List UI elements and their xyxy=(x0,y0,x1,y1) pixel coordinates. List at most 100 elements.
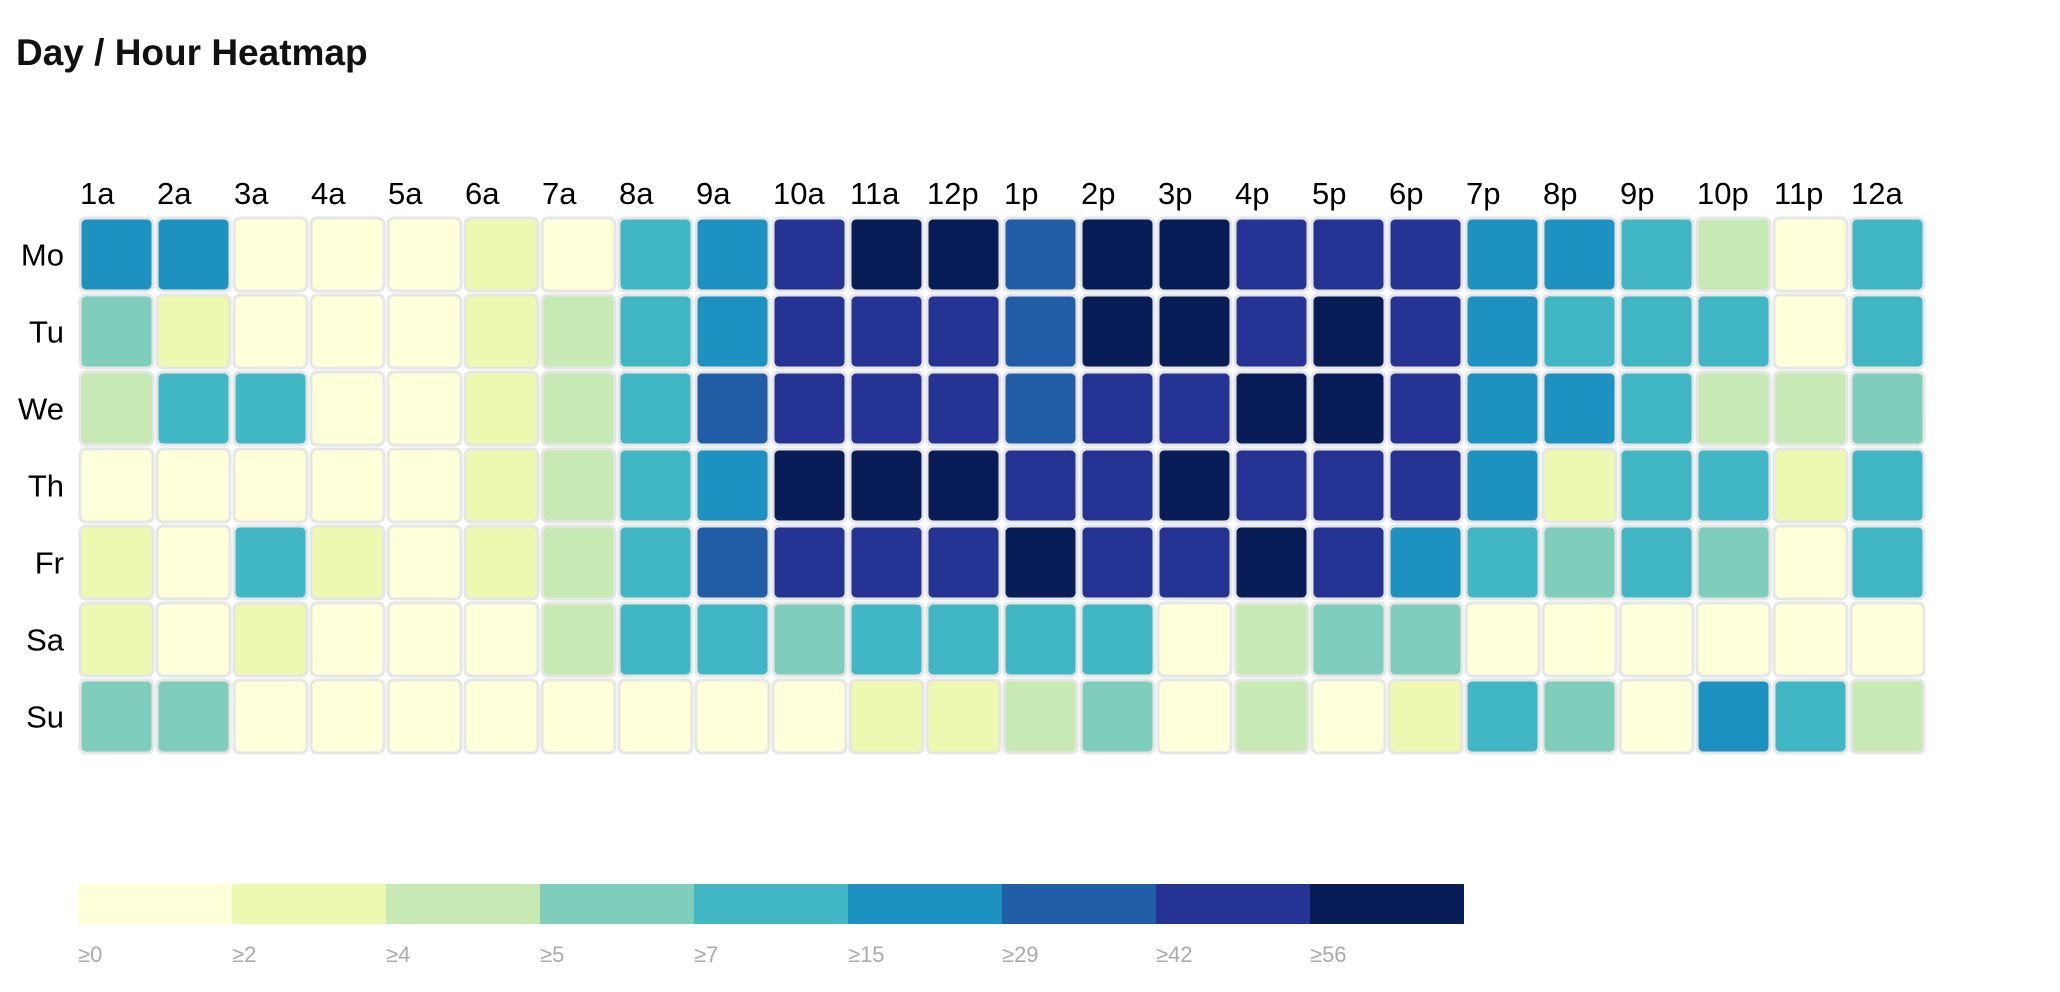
heatmap-cell xyxy=(1310,370,1387,447)
hour-label: 1a xyxy=(80,176,115,211)
heatmap-cell xyxy=(1233,524,1310,601)
heatmap-cell xyxy=(1849,293,1926,370)
hour-label: 5a xyxy=(388,176,423,211)
heatmap-cell xyxy=(1772,678,1849,755)
heatmap-cell xyxy=(78,678,155,755)
heatmap-cell xyxy=(540,293,617,370)
heatmap-cell xyxy=(309,601,386,678)
heatmap-cell xyxy=(1156,370,1233,447)
heatmap-cell xyxy=(1772,293,1849,370)
legend-label: ≥0 xyxy=(78,942,102,967)
heatmap-cell xyxy=(1002,678,1079,755)
heatmap-cell xyxy=(1541,601,1618,678)
heatmap-cell xyxy=(463,447,540,524)
legend-swatch xyxy=(1156,884,1310,924)
heatmap-cell xyxy=(155,601,232,678)
heatmap-cell xyxy=(925,678,1002,755)
hour-label: 8p xyxy=(1543,176,1577,211)
hour-label: 3a xyxy=(234,176,269,211)
heatmap-cell xyxy=(1233,216,1310,293)
heatmap-cell xyxy=(1079,370,1156,447)
heatmap-cell xyxy=(1618,216,1695,293)
heatmap-cell xyxy=(694,447,771,524)
heatmap-cell xyxy=(694,293,771,370)
heatmap-cell xyxy=(1387,293,1464,370)
heatmap-cell xyxy=(1618,370,1695,447)
heatmap-cell xyxy=(1310,601,1387,678)
heatmap-cell xyxy=(1464,370,1541,447)
heatmap-cell xyxy=(1849,524,1926,601)
legend-label: ≥15 xyxy=(848,942,885,967)
legend-swatch xyxy=(1002,884,1156,924)
heatmap-cell xyxy=(463,293,540,370)
heatmap-cell xyxy=(1310,293,1387,370)
heatmap-cell xyxy=(1772,447,1849,524)
heatmap-cell xyxy=(1695,293,1772,370)
hour-label: 8a xyxy=(619,176,654,211)
heatmap-cell xyxy=(1002,293,1079,370)
heatmap-cell xyxy=(1849,678,1926,755)
heatmap-cell xyxy=(155,370,232,447)
heatmap-cell xyxy=(1156,678,1233,755)
heatmap-cell xyxy=(1618,293,1695,370)
hour-label: 7a xyxy=(542,176,577,211)
heatmap-cell xyxy=(1310,678,1387,755)
hour-label: 11p xyxy=(1774,176,1823,211)
heatmap-cell xyxy=(925,601,1002,678)
heatmap-cell xyxy=(540,370,617,447)
heatmap-cell xyxy=(848,447,925,524)
heatmap-cell xyxy=(1695,524,1772,601)
heatmap-cell xyxy=(1079,447,1156,524)
heatmap-cell xyxy=(386,601,463,678)
heatmap-cell xyxy=(232,447,309,524)
heatmap-cell xyxy=(540,447,617,524)
day-label: Tu xyxy=(29,315,64,350)
heatmap-cell xyxy=(1387,370,1464,447)
heatmap-cell xyxy=(1618,524,1695,601)
legend-swatch xyxy=(540,884,694,924)
heatmap-cell xyxy=(771,370,848,447)
day-label: Sa xyxy=(26,623,65,658)
hour-label: 5p xyxy=(1312,176,1346,211)
heatmap-cell xyxy=(1079,216,1156,293)
heatmap-cell xyxy=(925,293,1002,370)
day-label: Fr xyxy=(35,546,64,581)
hour-label: 6p xyxy=(1389,176,1423,211)
heatmap-cell xyxy=(848,370,925,447)
heatmap-cell xyxy=(925,370,1002,447)
heatmap-cell xyxy=(155,447,232,524)
legend-swatch xyxy=(1310,884,1464,924)
heatmap-cell xyxy=(617,524,694,601)
hour-label: 4p xyxy=(1235,176,1269,211)
heatmap-cell xyxy=(1002,370,1079,447)
heatmap-cell xyxy=(1695,447,1772,524)
heatmap-cell xyxy=(1310,447,1387,524)
heatmap-cell xyxy=(386,293,463,370)
heatmap-cell xyxy=(771,447,848,524)
heatmap-cell xyxy=(848,216,925,293)
heatmap-cell xyxy=(309,524,386,601)
heatmap-cell xyxy=(694,678,771,755)
hour-label: 6a xyxy=(465,176,500,211)
legend-label: ≥56 xyxy=(1310,942,1347,967)
hour-label: 11a xyxy=(850,176,900,211)
heatmap-cell xyxy=(1310,216,1387,293)
heatmap-cell xyxy=(1772,524,1849,601)
heatmap-cell xyxy=(78,524,155,601)
heatmap-cell xyxy=(309,293,386,370)
heatmap-cell xyxy=(1079,601,1156,678)
legend-label: ≥7 xyxy=(694,942,718,967)
heatmap-cell xyxy=(1541,447,1618,524)
heatmap-cell xyxy=(1387,524,1464,601)
day-label: Su xyxy=(26,700,64,735)
heatmap-cell xyxy=(694,216,771,293)
heatmap-cell xyxy=(1156,524,1233,601)
heatmap-cell xyxy=(1002,601,1079,678)
heatmap-cell xyxy=(1233,601,1310,678)
heatmap-cell xyxy=(1079,293,1156,370)
hour-label: 12p xyxy=(927,176,979,211)
heatmap-cell xyxy=(1156,447,1233,524)
heatmap-cell xyxy=(1079,678,1156,755)
heatmap-cell xyxy=(386,447,463,524)
heatmap-cell xyxy=(1233,293,1310,370)
